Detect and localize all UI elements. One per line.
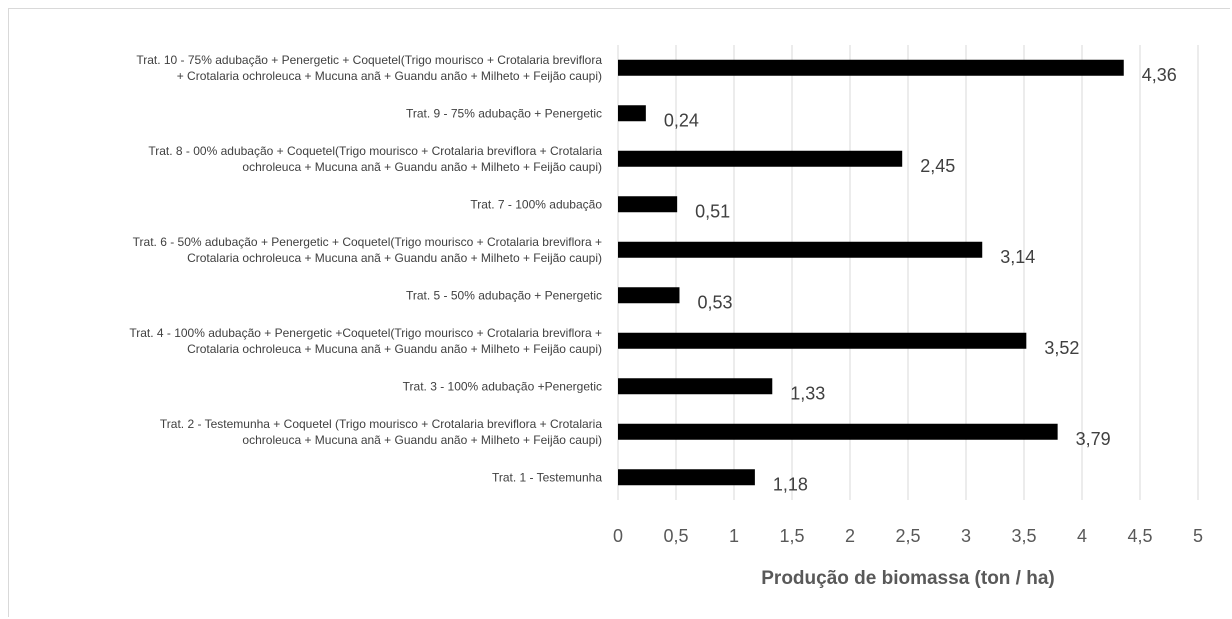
category-label: Trat. 2 - Testemunha + Coquetel (Trigo m… — [160, 417, 602, 447]
bar — [618, 287, 680, 304]
category-label-line: Trat. 2 - Testemunha + Coquetel (Trigo m… — [160, 417, 602, 431]
category-label: Trat. 1 - Testemunha — [492, 470, 602, 484]
x-tick-label: 0 — [613, 526, 623, 546]
bar — [618, 105, 646, 122]
x-tick-label: 3 — [961, 526, 971, 546]
x-tick-label: 4,5 — [1127, 526, 1152, 546]
bar — [618, 378, 773, 395]
x-tick-label: 4 — [1077, 526, 1087, 546]
category-label: Trat. 10 - 75% adubação + Penergetic + C… — [136, 53, 602, 83]
category-label-line: Crotalaria ochroleuca + Mucuna anã + Gua… — [187, 251, 602, 265]
x-axis-title: Produção de biomassa (ton / ha) — [761, 568, 1055, 589]
category-label-line: ochroleuca + Mucuna anã + Guandu anão + … — [242, 160, 602, 174]
x-tick-label: 3,5 — [1011, 526, 1036, 546]
category-label-line: Trat. 7 - 100% adubação — [470, 197, 602, 211]
bar — [618, 150, 903, 167]
x-tick-label: 2 — [845, 526, 855, 546]
category-label-line: ochroleuca + Mucuna anã + Guandu anão + … — [242, 433, 602, 447]
x-tick-label: 5 — [1193, 526, 1203, 546]
category-label-line: Trat. 10 - 75% adubação + Penergetic + C… — [136, 53, 602, 67]
category-label: Trat. 4 - 100% adubação + Penergetic +Co… — [129, 326, 602, 356]
x-tick-label: 1 — [729, 526, 739, 546]
data-label: 0,53 — [697, 292, 732, 312]
category-label: Trat. 5 - 50% adubação + Penergetic — [406, 288, 602, 302]
category-label: Trat. 6 - 50% adubação + Penergetic + Co… — [133, 235, 602, 265]
category-label: Trat. 7 - 100% adubação — [470, 197, 602, 211]
data-label: 0,51 — [695, 201, 730, 221]
bar — [618, 59, 1124, 76]
data-label: 3,79 — [1076, 429, 1111, 449]
category-label-line: Trat. 8 - 00% adubação + Coquetel(Trigo … — [148, 144, 602, 158]
bar — [618, 469, 755, 486]
category-label: Trat. 3 - 100% adubação +Penergetic — [403, 379, 602, 393]
category-label-line: Trat. 4 - 100% adubação + Penergetic +Co… — [129, 326, 602, 340]
data-label: 1,33 — [790, 383, 825, 403]
category-label-line: Trat. 1 - Testemunha — [492, 470, 602, 484]
category-label-line: Trat. 6 - 50% adubação + Penergetic + Co… — [133, 235, 602, 249]
category-label-line: Trat. 3 - 100% adubação +Penergetic — [403, 379, 602, 393]
category-label-line: + Crotalaria ochroleuca + Mucuna anã + G… — [177, 69, 602, 83]
category-label-line: Crotalaria ochroleuca + Mucuna anã + Gua… — [187, 342, 602, 356]
category-label-line: Trat. 5 - 50% adubação + Penergetic — [406, 288, 602, 302]
data-label: 0,24 — [664, 110, 699, 130]
x-tick-label: 1,5 — [779, 526, 804, 546]
x-tick-label: 2,5 — [895, 526, 920, 546]
data-label: 2,45 — [920, 156, 955, 176]
chart-frame — [8, 8, 1230, 617]
x-tick-labels: 0 0,5 1 1,5 2 2,5 3 3,5 4 4,5 5 — [613, 526, 1203, 546]
bar — [618, 423, 1058, 440]
category-label: Trat. 9 - 75% adubação + Penergetic — [406, 106, 602, 120]
bar — [618, 332, 1027, 349]
data-label: 1,18 — [773, 474, 808, 494]
category-label-line: Trat. 9 - 75% adubação + Penergetic — [406, 106, 602, 120]
bars — [618, 59, 1124, 486]
bar — [618, 196, 678, 213]
value-labels: 4,36 0,24 2,45 0,51 3,14 0,53 3,52 1,33 3,79 1,18 — [664, 65, 1177, 495]
x-tick-label: 0,5 — [663, 526, 688, 546]
category-label: Trat. 8 - 00% adubação + Coquetel(Trigo … — [148, 144, 602, 174]
bar — [618, 241, 983, 258]
data-label: 4,36 — [1142, 65, 1177, 85]
data-label: 3,52 — [1044, 338, 1079, 358]
category-labels: Trat. 10 - 75% adubação + Penergetic + C… — [129, 53, 602, 485]
data-label: 3,14 — [1000, 247, 1035, 267]
